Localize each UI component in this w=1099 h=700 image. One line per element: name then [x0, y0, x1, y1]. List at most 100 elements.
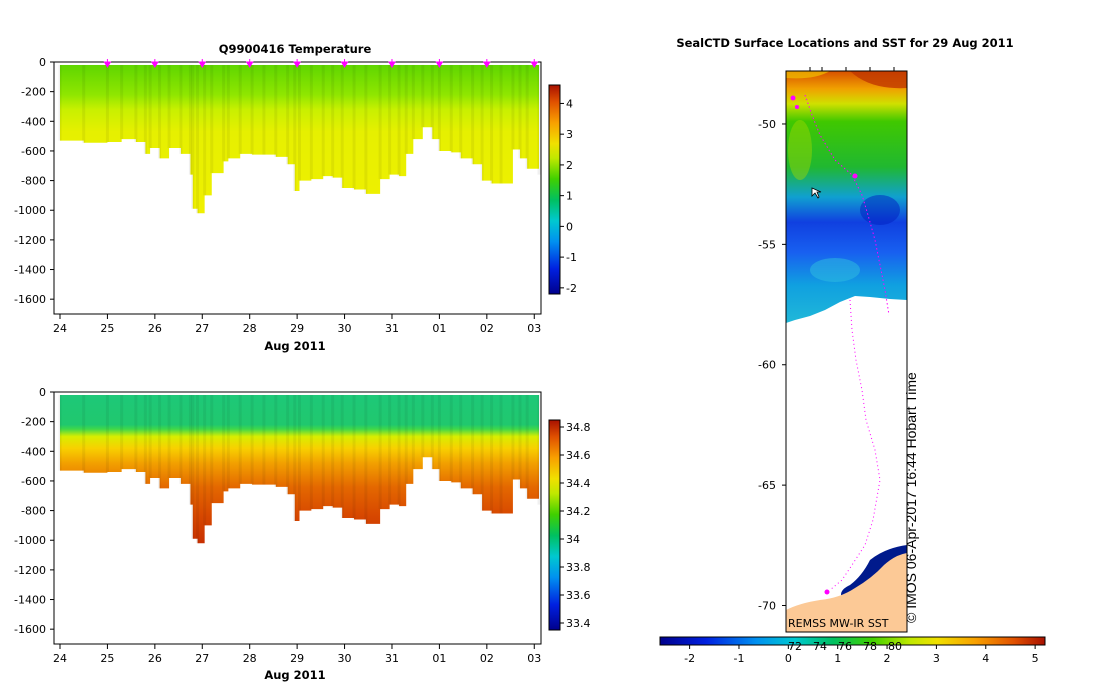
surface-location-marker [150, 59, 159, 68]
temperature-chart-title: Q9900416 Temperature [219, 42, 372, 56]
colorbar-tick-label: 3 [566, 128, 573, 141]
y-tick-label: -800 [21, 505, 46, 518]
sst-field [786, 71, 907, 323]
lat-tick-label: -70 [758, 600, 776, 613]
y-tick-label: 0 [39, 386, 46, 399]
x-tick-label: 29 [290, 322, 304, 335]
sst-minor-label: 74 [813, 640, 827, 653]
sst-colorbar-tick-label: 1 [834, 652, 841, 665]
seal-position-marker [790, 95, 796, 101]
colorbar-tick-label: 34 [566, 533, 580, 546]
temperature-depth-axis: 0 -200 -400 -600 -800 -1000 -1200 -1400 -1600 [14, 56, 54, 306]
x-tick-label: 28 [243, 322, 257, 335]
sst-map-title: SealCTD Surface Locations and SST for 29… [676, 36, 1013, 50]
surface-location-marker [198, 59, 207, 68]
y-tick-label: -1600 [14, 623, 46, 636]
sst-colorbar-tick-label: 3 [933, 652, 940, 665]
seal-position-marker [852, 173, 858, 179]
salinity-depth-axis: 0 -200 -400 -600 -800 -1000 -1200 -1400 -1600 [14, 386, 54, 636]
x-tick-label: 28 [243, 652, 257, 665]
colorbar-tick-label: 33.4 [566, 617, 591, 630]
surface-location-marker [103, 59, 112, 68]
colorbar-tick-label: 2 [566, 159, 573, 172]
y-tick-label: -600 [21, 145, 46, 158]
sst-minor-label: 76 [838, 640, 852, 653]
sst-colorbar-tick-label: -2 [684, 652, 695, 665]
temperature-x-label: Aug 2011 [264, 339, 325, 353]
colorbar-tick-label: 34.4 [566, 477, 591, 490]
cursor-arrow-icon [811, 187, 822, 199]
y-tick-label: -1200 [14, 234, 46, 247]
y-tick-label: -400 [21, 445, 46, 458]
sst-colorbar-tick-label: 0 [785, 652, 792, 665]
lat-tick-label: -55 [758, 238, 776, 251]
x-tick-label: 25 [100, 652, 114, 665]
surface-location-marker [245, 59, 254, 68]
colorbar-tick-label: 34.2 [566, 505, 591, 518]
antarctic-land [786, 553, 907, 632]
colorbar-tick-label: 0 [566, 220, 573, 233]
salinity-colorbar-ticks: 34.8 34.6 34.4 34.2 34 33.8 33.6 33.4 [560, 421, 591, 630]
salinity-x-label: Aug 2011 [264, 668, 325, 682]
sst-colorbar-tick-label: 5 [1032, 652, 1039, 665]
colorbar-tick-label: 33.8 [566, 561, 591, 574]
surface-location-marker [293, 59, 302, 68]
x-tick-label: 03 [527, 652, 541, 665]
x-tick-label: 30 [338, 652, 352, 665]
y-tick-label: -200 [21, 86, 46, 99]
temperature-colorbar [548, 84, 561, 295]
y-tick-label: -600 [21, 475, 46, 488]
y-tick-label: -1400 [14, 594, 46, 607]
colorbar-tick-label: 1 [566, 190, 573, 203]
colorbar-tick-label: 33.6 [566, 589, 591, 602]
imos-watermark: © IMOS 06-Apr-2017 16:44 Hobart Time [903, 372, 919, 623]
seal-position-marker [795, 105, 799, 109]
sst-map-top-ticks [809, 67, 895, 71]
y-tick-label: -400 [21, 115, 46, 128]
lat-tick-label: -50 [758, 118, 776, 131]
x-tick-label: 26 [148, 322, 162, 335]
salinity-profile-fill [58, 394, 541, 544]
sst-map-image: REMSS MW-IR SST [786, 71, 907, 632]
salinity-section-chart: 0 -200 -400 -600 -800 -1000 -1200 -1400 -1600 24… [14, 386, 590, 682]
sst-colorbar-tick-label: 2 [884, 652, 891, 665]
x-tick-label: 25 [100, 322, 114, 335]
temperature-surface-markers [103, 59, 539, 68]
y-tick-label: 0 [39, 56, 46, 69]
x-tick-label: 27 [195, 652, 209, 665]
x-tick-label: 24 [53, 652, 67, 665]
sst-map-chart: SealCTD Surface Locations and SST for 29… [659, 36, 1046, 665]
y-tick-label: -1000 [14, 534, 46, 547]
lat-tick-label: -65 [758, 479, 776, 492]
colorbar-tick-label: -2 [566, 282, 577, 295]
colorbar-tick-label: 4 [566, 97, 573, 110]
surface-location-marker [482, 59, 491, 68]
sst-minor-label: 72 [788, 640, 802, 653]
surface-location-marker [388, 59, 396, 68]
x-tick-label: 31 [385, 322, 399, 335]
seal-track-south [829, 299, 881, 591]
salinity-colorbar [548, 419, 561, 631]
seal-track-north [804, 94, 890, 316]
sst-minor-label: 80 [888, 640, 902, 653]
profile-section [60, 394, 539, 544]
x-tick-label: 27 [195, 322, 209, 335]
temperature-section-chart: Q9900416 Temperature 0 -200 -400 -600 -800 -1… [14, 42, 577, 353]
x-tick-label: 26 [148, 652, 162, 665]
x-tick-label: 29 [290, 652, 304, 665]
colorbar-tick-label: 34.6 [566, 449, 591, 462]
y-tick-label: -1600 [14, 293, 46, 306]
y-tick-label: -200 [21, 416, 46, 429]
y-tick-label: -800 [21, 175, 46, 188]
x-tick-label: 30 [338, 322, 352, 335]
surface-location-marker [530, 59, 539, 68]
sst-colorbar-tick-label: 4 [982, 652, 989, 665]
x-tick-label: 03 [527, 322, 541, 335]
x-tick-label: 31 [385, 652, 399, 665]
lat-tick-label: -60 [758, 359, 776, 372]
sst-minor-label: 78 [863, 640, 877, 653]
x-tick-label: 01 [432, 322, 446, 335]
temperature-profile-fill [58, 64, 541, 214]
surface-location-marker [340, 59, 349, 68]
x-tick-label: 02 [480, 652, 494, 665]
